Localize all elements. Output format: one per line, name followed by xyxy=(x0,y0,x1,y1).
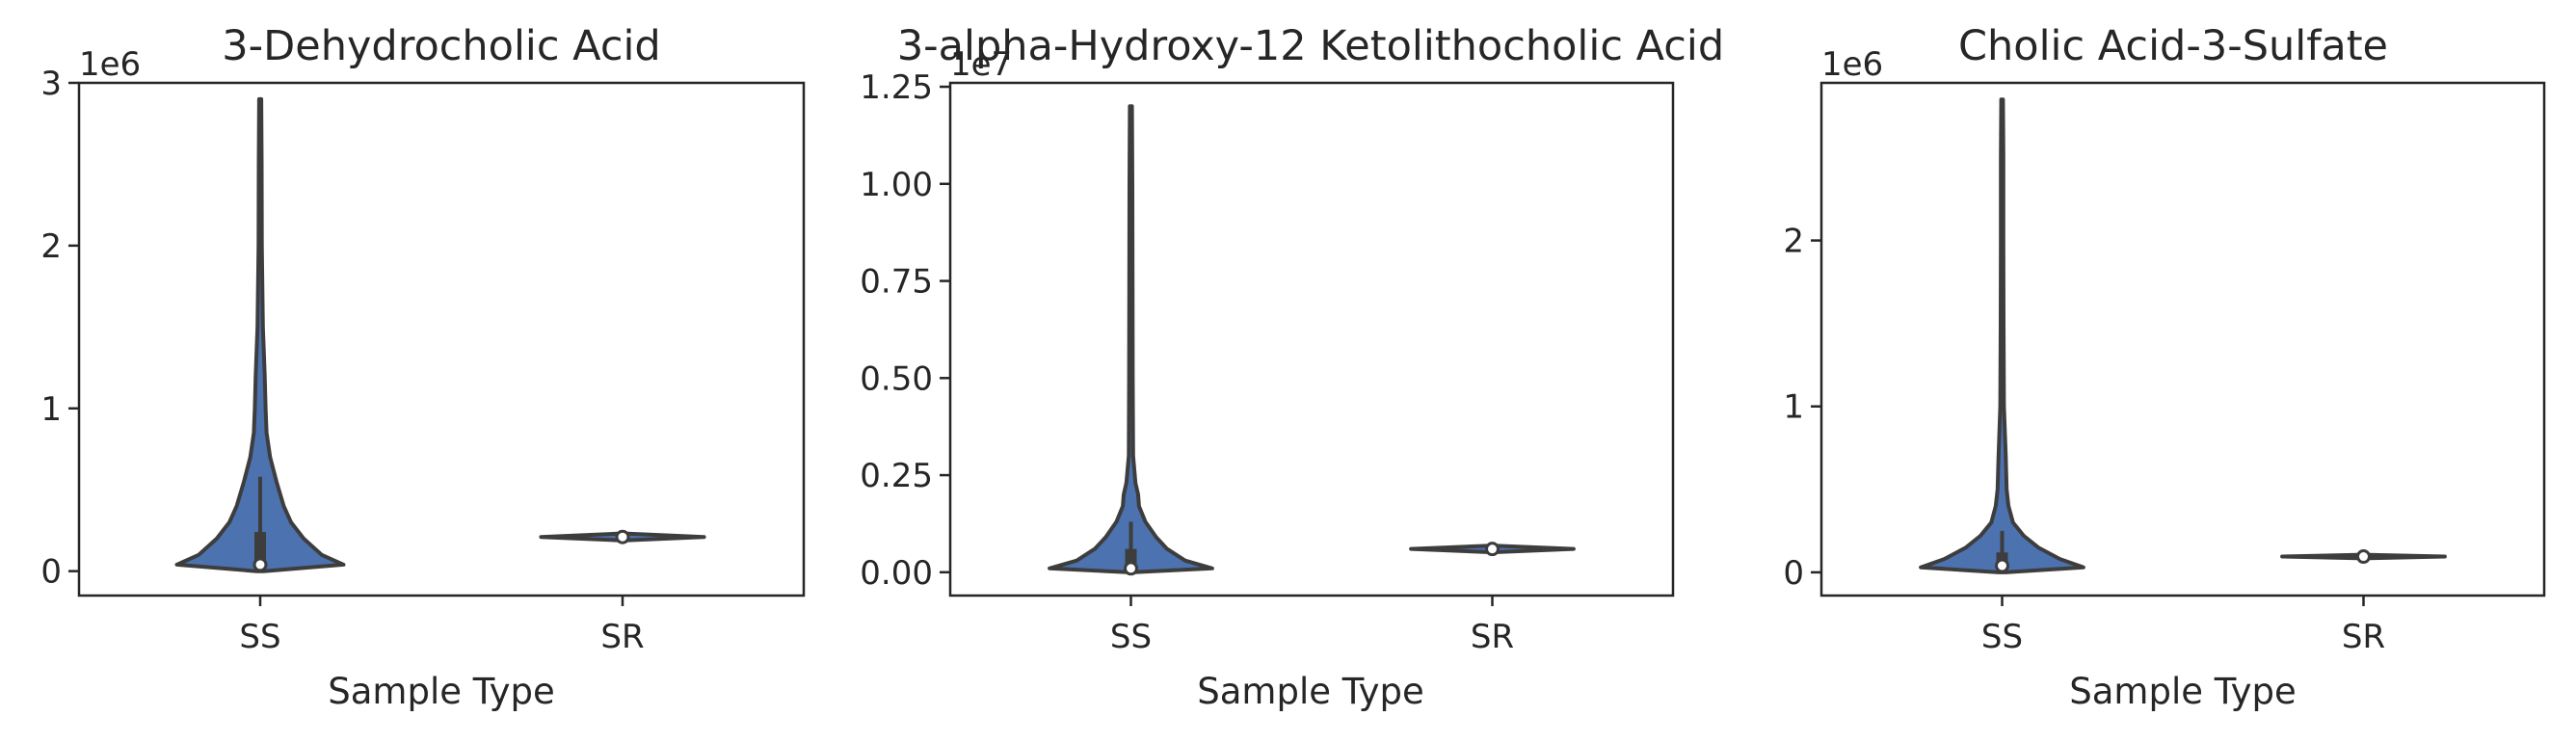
violin-median-point xyxy=(1485,542,1500,557)
y-tick-label: 1 xyxy=(1783,388,1804,427)
y-tick-label: 0.50 xyxy=(860,359,933,398)
x-tick-label: SS xyxy=(1110,618,1152,656)
chart-title: 3-alpha-Hydroxy-12 Ketolithocholic Acid xyxy=(897,22,1724,70)
x-tick-label: SS xyxy=(239,618,280,656)
y-offset-text: 1e6 xyxy=(79,45,141,84)
axis-ticks: 0 1 2 3 SS SR xyxy=(40,65,644,656)
plot-frame xyxy=(77,81,806,597)
y-tick-label: 2 xyxy=(40,227,62,266)
violin-body-ss xyxy=(174,96,346,573)
plot-marks xyxy=(174,96,706,573)
x-tick-label: SR xyxy=(1471,618,1514,656)
plot-frame xyxy=(1819,81,2546,597)
axis-ticks: 0 1 2 SS SR xyxy=(1783,223,2385,656)
violin-body-ss xyxy=(1048,104,1214,574)
x-tick-label: SR xyxy=(2342,618,2385,656)
x-axis-label: Sample Type xyxy=(1197,671,1423,712)
subplot-3-dehydrocholic-acid: 3-Dehydrocholic Acid 1e6 Sample Type 0 1 2… xyxy=(40,22,806,712)
x-axis-label: Sample Type xyxy=(328,671,554,712)
violin-median-point xyxy=(2356,549,2371,565)
chart-title: 3-Dehydrocholic Acid xyxy=(222,22,660,70)
axis-ticks: 0.00 0.25 0.50 0.75 1.00 1.25 SS SR xyxy=(860,68,1514,656)
y-offset-text: 1e7 xyxy=(950,45,1012,84)
chart-title: Cholic Acid-3-Sulfate xyxy=(1958,22,2388,70)
y-tick-label: 1.25 xyxy=(860,68,933,107)
violin-body-ss xyxy=(1919,97,2085,574)
violin-median-point xyxy=(252,557,268,572)
y-offset-text: 1e6 xyxy=(1821,45,1883,84)
x-tick-label: SS xyxy=(1981,618,2023,656)
y-tick-label: 3 xyxy=(40,65,62,103)
y-tick-label: 0.25 xyxy=(860,457,933,495)
subplot-3-alpha-hydroxy-12-ketolithocholic-acid: 3-alpha-Hydroxy-12 Ketolithocholic Acid … xyxy=(860,22,1724,712)
violin-median-point xyxy=(615,529,630,544)
x-tick-label: SR xyxy=(600,618,644,656)
y-tick-label: 2 xyxy=(1783,223,1804,261)
y-tick-label: 1 xyxy=(40,390,62,429)
plot-frame xyxy=(948,81,1675,597)
y-tick-label: 0.00 xyxy=(860,554,933,593)
y-tick-label: 0 xyxy=(40,553,62,592)
x-axis-label: Sample Type xyxy=(2069,671,2296,712)
y-tick-label: 0.75 xyxy=(860,263,933,302)
violin-median-point xyxy=(1124,561,1138,576)
violin-median-point xyxy=(1995,558,2009,573)
plot-marks xyxy=(1048,104,1576,576)
plot-marks xyxy=(1919,97,2447,574)
subplot-cholic-acid-3-sulfate: Cholic Acid-3-Sulfate 1e6 Sample Type 0 1… xyxy=(1783,22,2546,712)
y-tick-label: 0 xyxy=(1783,554,1804,593)
y-tick-label: 1.00 xyxy=(860,166,933,204)
